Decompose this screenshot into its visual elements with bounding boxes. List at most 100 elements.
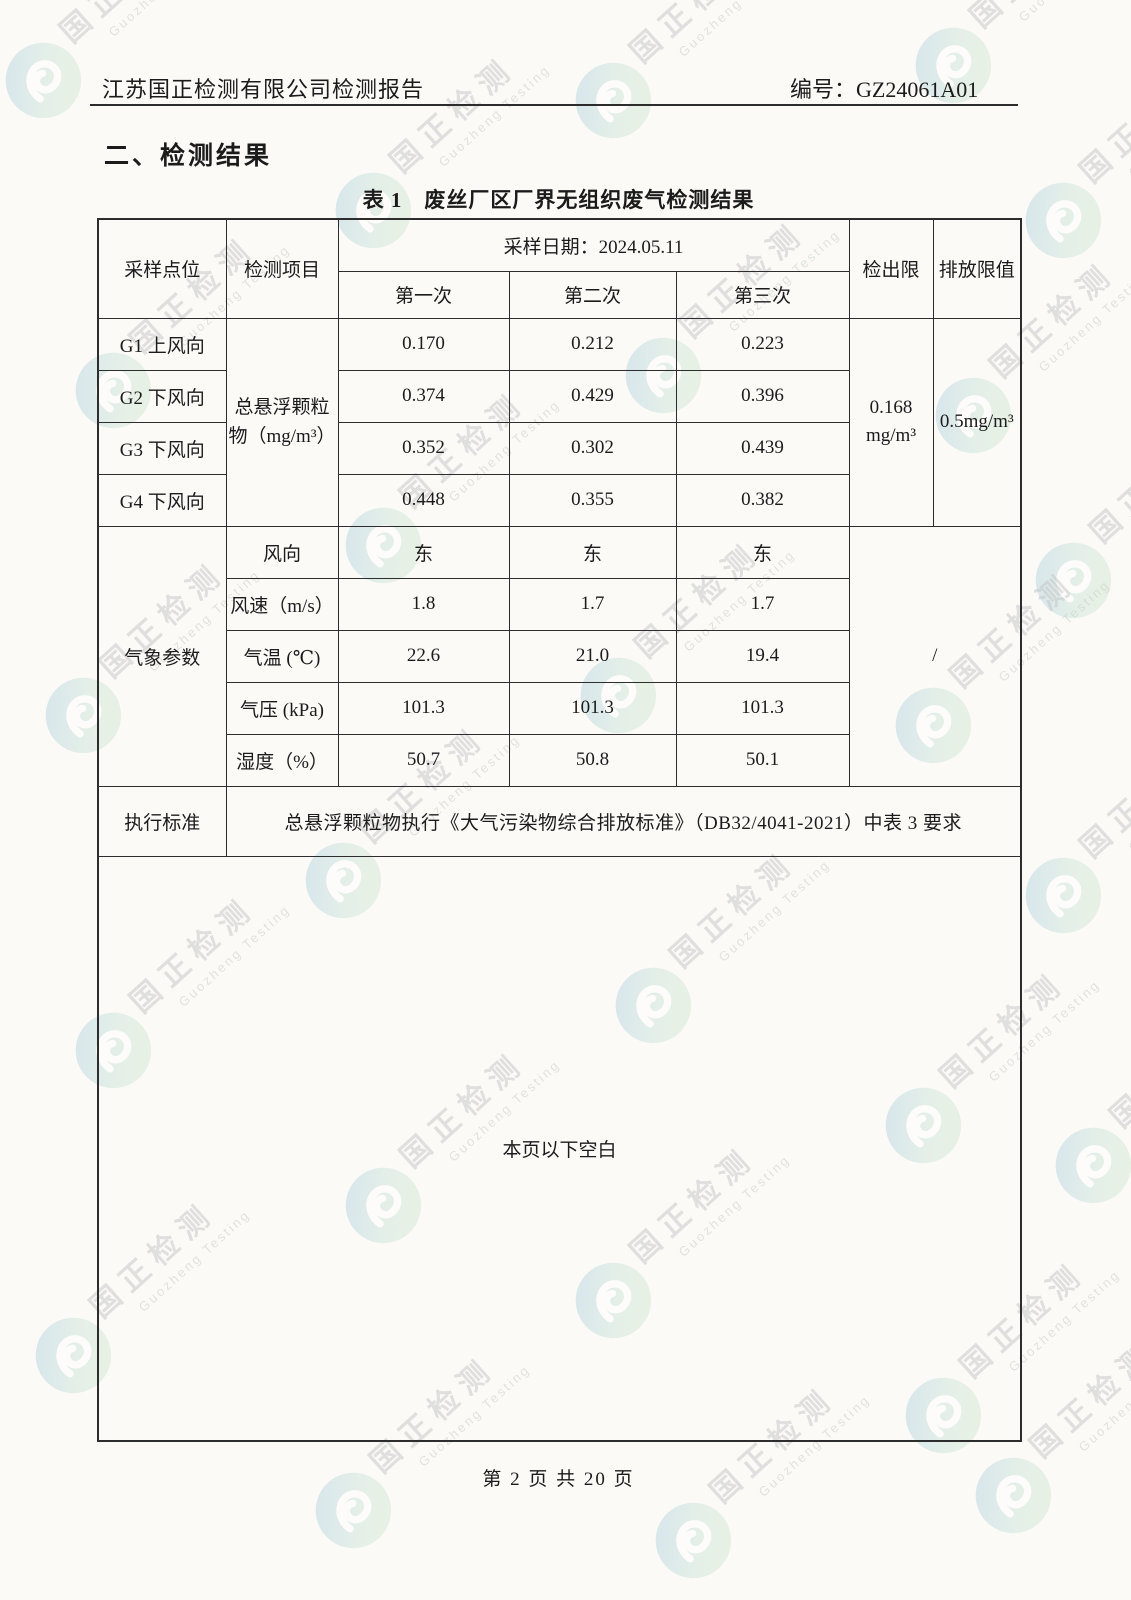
col-header-test-item: 检测项目 <box>225 218 339 319</box>
table-row-humidity: 湿度（%） 50.7 50.8 50.1 <box>98 733 1021 787</box>
watermark-text-cn: 国正检测 <box>1083 420 1131 550</box>
sampling-point-g4: G4 下风向 <box>97 473 227 527</box>
report-number-value: GZ24061A01 <box>856 77 979 102</box>
detection-limit-number: 0.168 <box>869 396 913 418</box>
pressure-2: 101.3 <box>508 681 677 735</box>
watermark-text-cn: 国正检测 <box>958 0 1122 36</box>
col-header-first: 第一次 <box>337 270 510 319</box>
g3-value-3: 0.439 <box>675 421 850 475</box>
wind-direction-1: 东 <box>337 525 510 579</box>
watermark-text-en: Guozheng Testing <box>1125 71 1131 180</box>
col-header-emission-limit: 排放限值 <box>932 218 1022 319</box>
param-wind-direction: 风向 <box>225 525 339 579</box>
col-header-third: 第三次 <box>675 270 850 319</box>
test-item-tsp: 总悬浮颗粒物（mg/m³） <box>225 317 339 527</box>
g3-value-2: 0.302 <box>508 421 677 475</box>
wind-speed-2: 1.7 <box>508 577 677 631</box>
weather-params-label: 气象参数 <box>97 525 227 787</box>
sampling-point-g3: G3 下风向 <box>97 421 227 475</box>
sampling-point-g2: G2 下风向 <box>97 369 227 423</box>
table-header-row-2: 第一次 第二次 第三次 <box>98 270 1021 319</box>
sampling-point-g1: G1 上风向 <box>97 317 227 371</box>
blank-note: 本页以下空白 <box>97 855 1022 1442</box>
pressure-1: 101.3 <box>337 681 510 735</box>
guozheng-logo-icon <box>975 1457 1052 1534</box>
table-row-g1: G1 上风向 总悬浮颗粒物（mg/m³） 0.170 0.212 0.223 0… <box>97 317 1022 527</box>
watermark-text-cn: 国正检测 <box>1073 735 1131 865</box>
humidity-3: 50.1 <box>675 733 850 787</box>
standard-label: 执行标准 <box>97 785 227 857</box>
detection-limit-value: 0.168 mg/m³ <box>848 317 934 527</box>
report-number: 编号：GZ24061A01 <box>790 72 978 104</box>
g2-value-1: 0.374 <box>337 369 510 423</box>
col-header-sampling-date: 采样日期：2024.05.11 <box>337 218 850 272</box>
table-header-row-1: 采样点位 检测项目 采样日期：2024.05.11 检出限 排放限值 <box>97 218 1022 319</box>
watermark-text-en: Guozheng Testing <box>435 61 553 170</box>
table-row-blank: 本页以下空白 <box>97 855 1022 1442</box>
wind-speed-3: 1.7 <box>675 577 850 631</box>
detection-limit-unit: mg/m³ <box>865 425 917 446</box>
watermark-text-en: Guozheng Testing <box>1035 266 1131 375</box>
g2-value-2: 0.429 <box>508 369 677 423</box>
watermark-text-en: Guozheng Testing <box>1075 1346 1131 1455</box>
report-number-label: 编号： <box>790 77 857 102</box>
weather-limit-slash: / <box>848 525 1022 787</box>
emission-limit-value: 0.5mg/m³ <box>932 317 1022 527</box>
guozheng-logo-icon <box>1055 1127 1131 1204</box>
col-header-sampling-point: 采样点位 <box>97 218 227 319</box>
humidity-2: 50.8 <box>508 733 677 787</box>
watermark-text-en: Guozheng Testing <box>675 0 793 60</box>
table-row-wind-speed: 风速（m/s） 1.8 1.7 1.7 <box>98 577 1021 631</box>
guozheng-logo-icon <box>575 62 652 139</box>
g4-value-1: 0.448 <box>337 473 510 527</box>
guozheng-logo-icon <box>1025 857 1102 934</box>
results-table: 采样点位 检测项目 采样日期：2024.05.11 检出限 排放限值 第一次 第… <box>97 218 1023 1442</box>
wind-direction-3: 东 <box>675 525 850 579</box>
watermark-text-en: Guozheng Testing <box>105 0 222 39</box>
g1-value-2: 0.212 <box>508 317 677 371</box>
guozheng-logo-icon <box>5 42 82 119</box>
humidity-1: 50.7 <box>337 733 510 787</box>
watermark-text-en: Guozheng Testing <box>1125 746 1131 855</box>
guozheng-logo-icon <box>655 1502 732 1579</box>
page-footer: 第 2 页 共 20 页 <box>482 1469 635 1490</box>
g1-value-1: 0.170 <box>337 317 510 371</box>
header-rule <box>90 104 1018 106</box>
table-row-standard: 执行标准 总悬浮颗粒物执行《大气污染物综合排放标准》（DB32/4041-202… <box>97 785 1022 857</box>
param-temperature: 气温 (℃) <box>225 629 339 683</box>
g1-value-3: 0.223 <box>675 317 850 371</box>
temperature-2: 21.0 <box>508 629 677 683</box>
watermark-text-cn: 国正检测 <box>48 0 212 51</box>
watermark-text-en: Guozheng Testing <box>1015 0 1131 24</box>
standard-text: 总悬浮颗粒物执行《大气污染物综合排放标准》（DB32/4041-2021）中表 … <box>225 785 1022 857</box>
watermark-text-cn: 国正检测 <box>1023 1335 1131 1465</box>
g4-value-3: 0.382 <box>675 473 850 527</box>
table-row-g3: G3 下风向 0.352 0.302 0.439 <box>97 421 1021 475</box>
wind-speed-1: 1.8 <box>337 577 510 631</box>
guozheng-logo-icon <box>1025 182 1102 259</box>
param-wind-speed: 风速（m/s） <box>225 577 339 631</box>
param-pressure: 气压 (kPa) <box>225 681 339 735</box>
table-row-wind-direction: 气象参数 风向 东 东 东 / <box>97 525 1022 787</box>
table-title: 表 1 废丝厂区厂界无组织废气检测结果 <box>362 188 755 212</box>
section-title: 二、检测结果 <box>104 143 273 170</box>
col-header-detection-limit: 检出限 <box>848 218 934 319</box>
watermark-text-cn: 国正检测 <box>1103 1005 1131 1135</box>
g4-value-2: 0.355 <box>508 473 677 527</box>
wind-direction-2: 东 <box>508 525 677 579</box>
watermark-text-cn: 国正检测 <box>1073 60 1131 190</box>
pressure-3: 101.3 <box>675 681 850 735</box>
company-title: 江苏国正检测有限公司检测报告 <box>102 77 425 102</box>
